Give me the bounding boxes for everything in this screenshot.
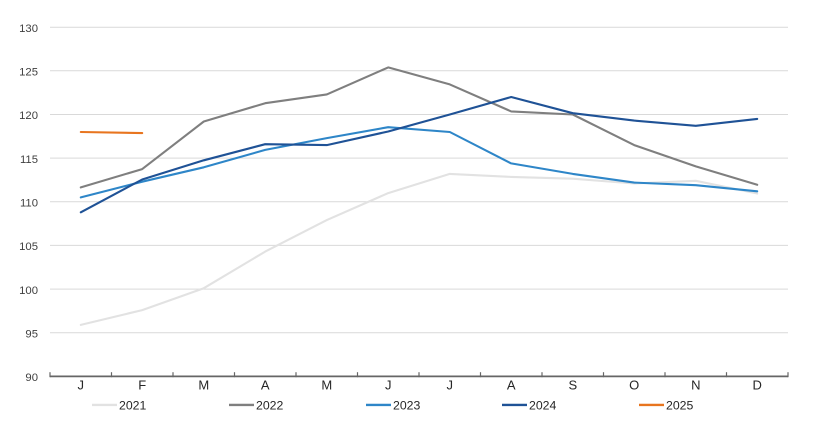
svg-text:110: 110 [20, 198, 38, 210]
svg-text:M: M [198, 378, 209, 393]
svg-text:120: 120 [19, 110, 38, 122]
svg-text:100: 100 [19, 285, 38, 297]
svg-text:F: F [138, 378, 146, 393]
svg-text:2024: 2024 [529, 398, 557, 412]
svg-text:N: N [691, 378, 700, 393]
svg-text:A: A [261, 378, 270, 393]
svg-text:105: 105 [19, 241, 38, 253]
svg-text:115: 115 [20, 154, 38, 166]
svg-text:O: O [629, 378, 639, 393]
svg-text:J: J [447, 378, 454, 393]
svg-text:130: 130 [19, 23, 38, 35]
svg-text:2023: 2023 [393, 398, 421, 412]
svg-text:125: 125 [19, 67, 38, 79]
svg-text:S: S [568, 378, 577, 393]
svg-text:2022: 2022 [256, 398, 284, 412]
svg-text:J: J [385, 378, 392, 393]
svg-text:95: 95 [25, 328, 38, 340]
svg-text:M: M [321, 378, 332, 393]
svg-text:90: 90 [25, 372, 38, 384]
svg-text:2025: 2025 [666, 398, 694, 412]
svg-text:2021: 2021 [119, 398, 147, 412]
svg-text:A: A [507, 378, 516, 393]
svg-text:J: J [78, 378, 85, 393]
svg-text:D: D [753, 378, 762, 393]
